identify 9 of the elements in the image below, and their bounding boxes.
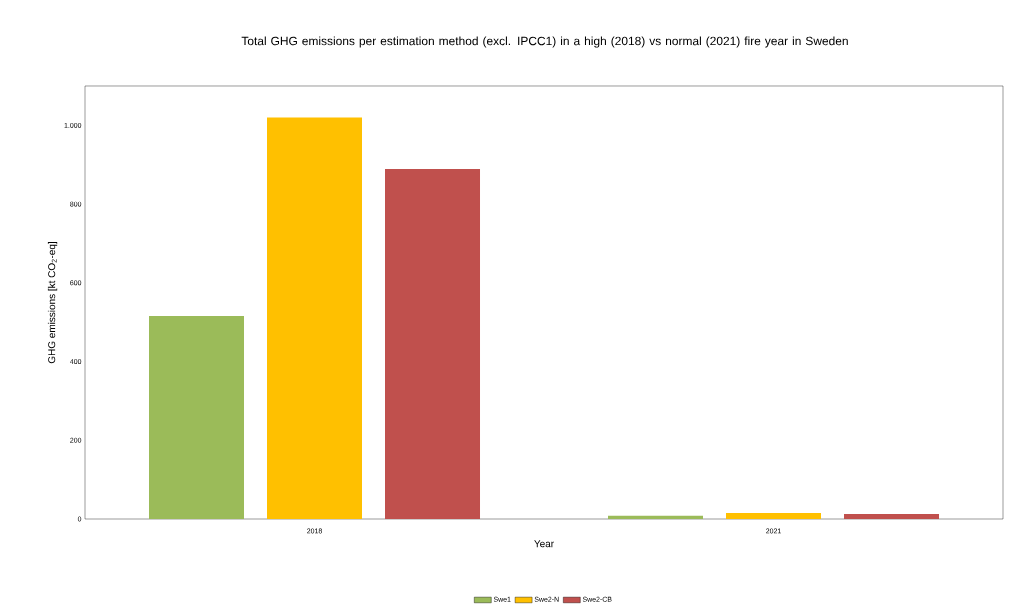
- y-axis-title: GHG emissions [kt CO$_{2}$-eq]: [47, 242, 58, 364]
- x-axis-title: Year: [534, 540, 554, 548]
- bar: [608, 515, 704, 519]
- chart-title: Total GHG emissions per estimation method (excl. IPCC1) in a high (2018) vs normal (2021) fire year in Sweden: [241, 36, 848, 48]
- bar: [726, 513, 822, 519]
- bar: [149, 315, 244, 519]
- bar: [844, 513, 940, 519]
- bar: [267, 117, 362, 519]
- bar: [385, 169, 481, 519]
